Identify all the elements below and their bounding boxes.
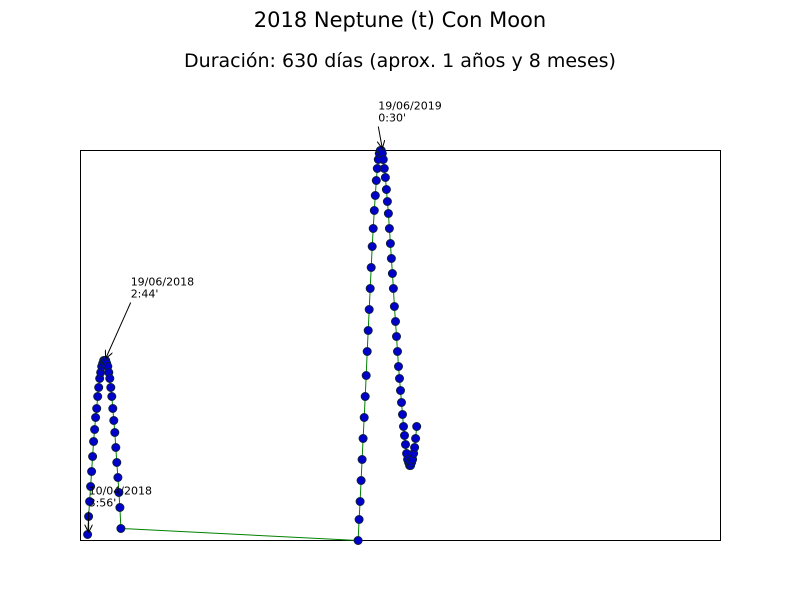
- data-point: [391, 317, 400, 326]
- data-point: [368, 224, 378, 233]
- data-point: [370, 191, 380, 200]
- plot-frame: [80, 150, 721, 541]
- data-point: [382, 197, 392, 206]
- data-point: [356, 476, 366, 485]
- data-point: [86, 482, 96, 491]
- chart-subtitle: Duración: 630 días (aprox. 1 años y 8 me…: [184, 50, 616, 72]
- data-point: [365, 284, 375, 293]
- data-point: [380, 173, 390, 182]
- annotation-time: 2:44': [131, 288, 159, 301]
- data-point: [353, 536, 363, 545]
- data-point: [412, 422, 422, 431]
- data-point: [384, 224, 394, 233]
- data-point: [87, 467, 97, 476]
- annotation-date: 19/06/2019: [378, 100, 441, 113]
- annotation-arrow: [378, 126, 382, 149]
- data-point: [111, 443, 121, 452]
- data-point: [371, 176, 381, 185]
- data-point: [410, 443, 420, 452]
- data-point: [354, 515, 364, 524]
- data-point: [397, 398, 406, 407]
- data-point: [383, 209, 393, 218]
- data-point: [393, 347, 402, 356]
- data-point: [369, 206, 379, 215]
- data-point: [85, 497, 95, 506]
- data-point: [400, 431, 409, 440]
- data-point: [110, 428, 120, 437]
- chart-title: 2018 Neptune (t) Con Moon: [253, 8, 547, 32]
- data-point: [112, 458, 122, 467]
- data-point: [93, 392, 103, 401]
- data-point: [113, 473, 123, 482]
- data-point: [378, 155, 388, 164]
- data-point: [360, 392, 370, 401]
- data-point: [94, 383, 104, 392]
- data-point: [366, 263, 376, 272]
- annotation-date: 19/06/2018: [131, 276, 194, 289]
- data-point: [106, 383, 116, 392]
- series-points: [83, 146, 422, 545]
- data-point: [116, 524, 126, 533]
- data-point: [88, 452, 98, 461]
- data-point: [359, 413, 369, 422]
- data-point: [107, 392, 117, 401]
- data-point: [109, 416, 119, 425]
- series-lines: [87, 150, 418, 542]
- data-point: [92, 404, 102, 413]
- data-point: [394, 362, 403, 371]
- data-point: [379, 164, 389, 173]
- data-point: [358, 434, 368, 443]
- data-point: [114, 488, 124, 497]
- data-point: [367, 242, 377, 251]
- data-point: [392, 332, 401, 341]
- data-point: [357, 455, 367, 464]
- data-point: [90, 425, 100, 434]
- data-point: [389, 302, 399, 311]
- data-point: [411, 434, 421, 443]
- data-point: [91, 413, 101, 422]
- data-point: [396, 386, 405, 395]
- data-point: [387, 269, 397, 278]
- data-point: [362, 347, 372, 356]
- annotation-time: 0:30': [378, 112, 406, 125]
- series-line: [87, 150, 418, 542]
- data-point: [386, 254, 396, 263]
- annotation-arrow: [106, 302, 132, 359]
- data-point: [89, 437, 99, 446]
- data-point: [108, 404, 118, 413]
- data-point: [83, 530, 93, 539]
- data-point: [355, 497, 365, 506]
- data-point: [364, 305, 374, 314]
- annotation-date: 10/04/2018: [89, 485, 152, 498]
- data-point: [381, 185, 391, 194]
- data-point: [115, 503, 125, 512]
- data-point: [361, 371, 371, 380]
- data-point: [401, 440, 410, 449]
- data-point: [388, 284, 398, 293]
- annotation-time: 3:56': [89, 497, 117, 510]
- data-point: [385, 239, 395, 248]
- data-point: [363, 326, 373, 335]
- data-point: [105, 374, 115, 383]
- data-point: [398, 410, 407, 419]
- data-point: [395, 374, 404, 383]
- data-point: [399, 422, 408, 431]
